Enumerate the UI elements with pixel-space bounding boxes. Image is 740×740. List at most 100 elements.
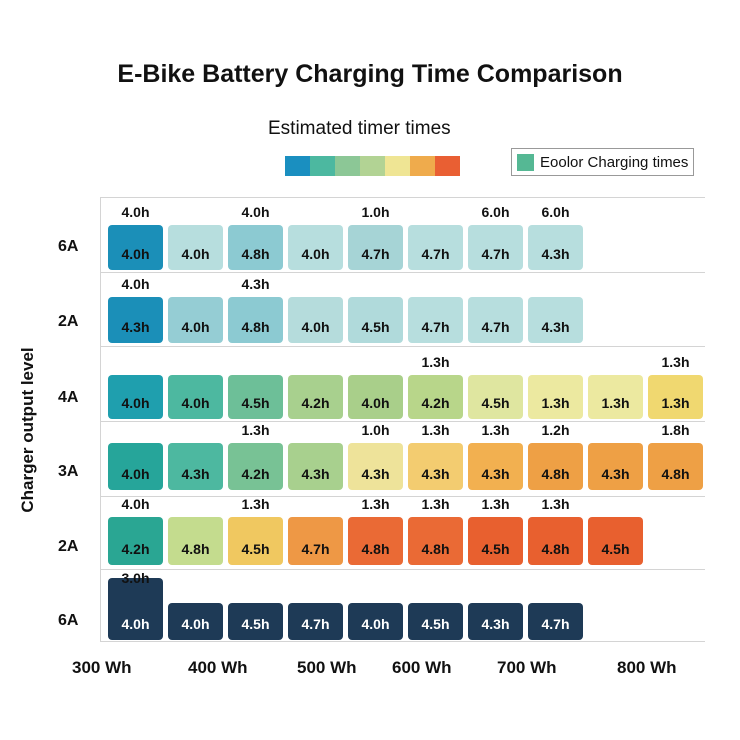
- heatmap-cell: 4.0h: [348, 603, 403, 640]
- cell-annotation: 3.0h: [121, 570, 150, 586]
- heatmap-cell: 4.3h: [468, 443, 523, 490]
- heatmap-cell: 1.3h: [588, 375, 643, 419]
- heatmap-cell: 4.0h: [168, 375, 223, 419]
- heatmap-cell: 4.0h: [168, 225, 223, 270]
- heatmap-cell: 4.7h: [288, 603, 343, 640]
- cell-annotation: 1.2h: [541, 422, 570, 438]
- heatmap-cell: 4.3h: [588, 443, 643, 490]
- heatmap-cell: 4.5h: [468, 517, 523, 565]
- heatmap-cell: 4.3h: [348, 443, 403, 490]
- heatmap-cell: 4.0h: [288, 225, 343, 270]
- heatmap-cell: 4.7h: [408, 297, 463, 343]
- heatmap-cell: 4.7h: [468, 225, 523, 270]
- heatmap-cell: 4.2h: [228, 443, 283, 490]
- color-scale-bar: [285, 156, 460, 176]
- heatmap-cell: 4.0h: [108, 375, 163, 419]
- color-scale-swatch: [385, 156, 410, 176]
- cell-annotation: 1.3h: [241, 422, 270, 438]
- heatmap-cell: 4.8h: [168, 517, 223, 565]
- color-scale-swatch: [360, 156, 385, 176]
- y-axis-label: Charger output level: [18, 347, 37, 513]
- cell-annotation: 1.3h: [541, 496, 570, 512]
- heatmap-cell: 4.7h: [468, 297, 523, 343]
- gridline: [100, 421, 705, 422]
- x-tick-label: 800 Wh: [617, 658, 677, 677]
- heatmap-cell: 4.3h: [168, 443, 223, 490]
- heatmap-cell: 4.8h: [528, 443, 583, 490]
- x-tick-label: 400 Wh: [188, 658, 248, 677]
- cell-annotation: 6.0h: [541, 204, 570, 220]
- heatmap-cell: 4.0h: [168, 297, 223, 343]
- row-label: 4A: [58, 389, 79, 406]
- cell-annotation: 1.3h: [481, 422, 510, 438]
- heatmap-cell: 4.5h: [348, 297, 403, 343]
- heatmap-cell: 1.3h: [648, 375, 703, 419]
- heatmap-cell: 4.3h: [288, 443, 343, 490]
- cell-annotation: 1.0h: [361, 204, 390, 220]
- color-scale-swatch: [335, 156, 360, 176]
- cell-annotation: 1.3h: [661, 354, 690, 370]
- cell-annotation: 1.3h: [421, 354, 450, 370]
- heatmap-cell: 4.3h: [408, 443, 463, 490]
- heatmap-cell: 4.3h: [528, 225, 583, 270]
- heatmap-cell: 4.8h: [228, 225, 283, 270]
- heatmap-cell: 4.0h: [108, 443, 163, 490]
- cell-annotation: 4.0h: [121, 276, 150, 292]
- heatmap-cell: 1.3h: [528, 375, 583, 419]
- x-tick-label: 600 Wh: [392, 658, 452, 677]
- heatmap-cell: 4.7h: [348, 225, 403, 270]
- legend-label: Eoolor Charging times: [540, 153, 689, 171]
- y-axis-line: [100, 197, 101, 641]
- heatmap-cell: 4.7h: [288, 517, 343, 565]
- row-label: 2A: [58, 313, 79, 330]
- heatmap-cell: 4.5h: [228, 375, 283, 419]
- heatmap-cell: 4.0h: [108, 225, 163, 270]
- row-label: 3A: [58, 463, 79, 480]
- gridline: [100, 641, 705, 642]
- chart-title: E-Bike Battery Charging Time Comparison: [117, 60, 623, 88]
- gridline: [100, 272, 705, 273]
- cell-annotation: 1.3h: [361, 496, 390, 512]
- cell-annotation: 6.0h: [481, 204, 510, 220]
- cell-annotation: 4.0h: [241, 204, 270, 220]
- gridline: [100, 496, 705, 497]
- color-scale-swatch: [285, 156, 310, 176]
- x-tick-label: 700 Wh: [497, 658, 557, 677]
- heatmap-cell: 4.2h: [288, 375, 343, 419]
- heatmap-cell: 4.8h: [528, 517, 583, 565]
- cell-annotation: 1.3h: [241, 496, 270, 512]
- heatmap-cell: 4.2h: [408, 375, 463, 419]
- heatmap-cell: 4.2h: [108, 517, 163, 565]
- gridline: [100, 197, 705, 198]
- cell-annotation: 1.3h: [421, 422, 450, 438]
- color-scale-swatch: [310, 156, 335, 176]
- heatmap-cell: 4.5h: [228, 603, 283, 640]
- heatmap-cell: 4.7h: [528, 603, 583, 640]
- heatmap-cell: 4.5h: [588, 517, 643, 565]
- color-scale-swatch: [410, 156, 435, 176]
- heatmap-cell: 4.5h: [468, 375, 523, 419]
- legend-swatch: [517, 153, 534, 171]
- heatmap-cell: 4.7h: [408, 225, 463, 270]
- heatmap-cell: 4.8h: [348, 517, 403, 565]
- heatmap-cell: 4.3h: [528, 297, 583, 343]
- x-tick-label: 500 Wh: [297, 658, 357, 677]
- heatmap-cell: 4.8h: [408, 517, 463, 565]
- color-scale-swatch: [435, 156, 460, 176]
- cell-annotation: 4.3h: [241, 276, 270, 292]
- x-tick-label: 300 Wh: [72, 658, 132, 677]
- heatmap-cell: 4.0h: [348, 375, 403, 419]
- chart-subtitle: Estimated timer times: [268, 118, 451, 139]
- row-label: 2A: [58, 538, 79, 555]
- heatmap-cell: 4.5h: [228, 517, 283, 565]
- heatmap-cell: 4.8h: [228, 297, 283, 343]
- cell-annotation: 1.3h: [421, 496, 450, 512]
- heatmap-cell: 4.5h: [408, 603, 463, 640]
- heatmap-cell: 4.0h: [108, 578, 163, 640]
- heatmap-cell: 4.0h: [288, 297, 343, 343]
- gridline: [100, 346, 705, 347]
- gridline: [100, 569, 705, 570]
- cell-annotation: 4.0h: [121, 496, 150, 512]
- cell-annotation: 1.3h: [481, 496, 510, 512]
